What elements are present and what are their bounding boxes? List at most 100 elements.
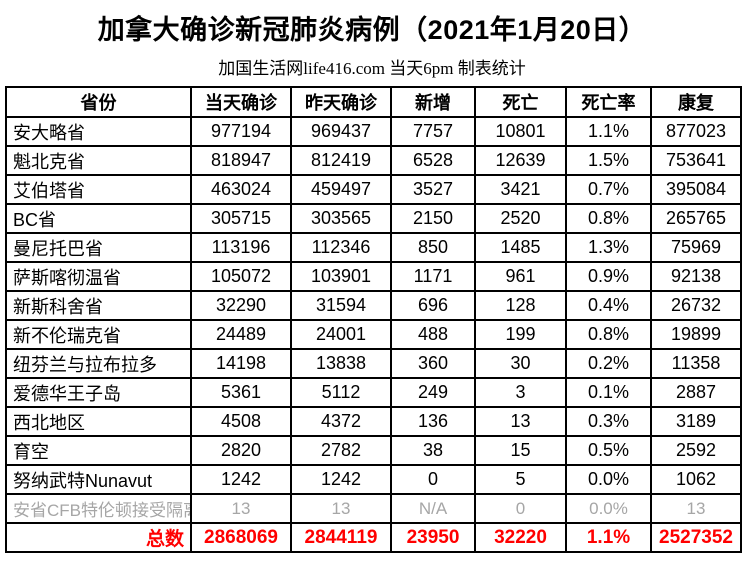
death-rate-cell: 0.9% (565, 261, 652, 292)
today-confirmed-cell: 2820 (190, 435, 292, 466)
death-rate-cell: 1.1% (565, 522, 652, 553)
today-confirmed-cell: 4508 (190, 406, 292, 437)
recovered-cell: 2887 (650, 377, 742, 408)
table-body: 安大略省 977194 969437 7757 10801 1.1% 877023 魁北克省 8… (5, 116, 742, 553)
death-rate-cell: 0.8% (565, 203, 652, 234)
new-cases-cell: 7757 (390, 116, 476, 147)
yesterday-confirmed-cell: 969437 (290, 116, 392, 147)
deaths-cell: 961 (474, 261, 567, 292)
death-rate-cell: 0.8% (565, 319, 652, 350)
today-confirmed-cell: 5361 (190, 377, 292, 408)
death-rate-cell: 1.3% (565, 232, 652, 263)
recovered-cell: 2527352 (650, 522, 742, 553)
yesterday-confirmed-cell: 1242 (290, 464, 392, 495)
recovered-cell: 13 (650, 493, 742, 524)
yesterday-confirmed-cell: 2782 (290, 435, 392, 466)
recovered-cell: 3189 (650, 406, 742, 437)
table-row: 新不伦瑞克省 24489 24001 488 199 0.8% 19899 (5, 319, 742, 350)
yesterday-confirmed-cell: 459497 (290, 174, 392, 205)
recovered-cell: 75969 (650, 232, 742, 263)
table-row: 爱德华王子岛 5361 5112 249 3 0.1% 2887 (5, 377, 742, 408)
death-rate-cell: 1.1% (565, 116, 652, 147)
province-cell: 纽芬兰与拉布拉多 (5, 348, 192, 379)
header-today-confirmed: 当天确诊 (190, 86, 292, 118)
death-rate-cell: 0.1% (565, 377, 652, 408)
new-cases-cell: 0 (390, 464, 476, 495)
yesterday-confirmed-cell: 812419 (290, 145, 392, 176)
today-confirmed-cell: 818947 (190, 145, 292, 176)
today-confirmed-cell: 14198 (190, 348, 292, 379)
new-cases-cell: 360 (390, 348, 476, 379)
deaths-cell: 1485 (474, 232, 567, 263)
quarantine-row: 安省CFB特伦顿接受隔离 13 13 N/A 0 0.0% 13 (5, 493, 742, 524)
today-confirmed-cell: 113196 (190, 232, 292, 263)
province-cell: 育空 (5, 435, 192, 466)
new-cases-cell: 850 (390, 232, 476, 263)
recovered-cell: 26732 (650, 290, 742, 321)
deaths-cell: 3 (474, 377, 567, 408)
deaths-cell: 10801 (474, 116, 567, 147)
page-title: 加拿大确诊新冠肺炎病例（2021年1月20日） (97, 15, 647, 45)
death-rate-cell: 0.2% (565, 348, 652, 379)
province-cell: 魁北克省 (5, 145, 192, 176)
yesterday-confirmed-cell: 2844119 (290, 522, 392, 553)
province-cell: 曼尼托巴省 (5, 232, 192, 263)
table-row: 西北地区 4508 4372 136 13 0.3% 3189 (5, 406, 742, 437)
province-cell: BC省 (5, 203, 192, 234)
today-confirmed-cell: 13 (190, 493, 292, 524)
today-confirmed-cell: 305715 (190, 203, 292, 234)
new-cases-cell: 249 (390, 377, 476, 408)
yesterday-confirmed-cell: 4372 (290, 406, 392, 437)
deaths-cell: 0 (474, 493, 567, 524)
new-cases-cell: 1171 (390, 261, 476, 292)
yesterday-confirmed-cell: 103901 (290, 261, 392, 292)
table-row: 育空 2820 2782 38 15 0.5% 2592 (5, 435, 742, 466)
death-rate-cell: 0.5% (565, 435, 652, 466)
yesterday-confirmed-cell: 13 (290, 493, 392, 524)
new-cases-cell: 696 (390, 290, 476, 321)
header-deaths: 死亡 (474, 86, 567, 118)
recovered-cell: 19899 (650, 319, 742, 350)
new-cases-cell: 6528 (390, 145, 476, 176)
recovered-cell: 877023 (650, 116, 742, 147)
today-confirmed-cell: 24489 (190, 319, 292, 350)
death-rate-cell: 0.0% (565, 464, 652, 495)
today-confirmed-cell: 2868069 (190, 522, 292, 553)
covid-stats-table: 省份 当天确诊 昨天确诊 新增 死亡 死亡率 康复 安大略省 977194 9694… (5, 86, 742, 553)
deaths-cell: 15 (474, 435, 567, 466)
province-cell: 爱德华王子岛 (5, 377, 192, 408)
death-rate-cell: 0.7% (565, 174, 652, 205)
table-row: 努纳武特Nunavut 1242 1242 0 5 0.0% 1062 (5, 464, 742, 495)
yesterday-confirmed-cell: 303565 (290, 203, 392, 234)
total-row: 总数 2868069 2844119 23950 32220 1.1% 2527352 (5, 522, 742, 553)
header-new-cases: 新增 (390, 86, 476, 118)
recovered-cell: 2592 (650, 435, 742, 466)
yesterday-confirmed-cell: 13838 (290, 348, 392, 379)
new-cases-cell: 38 (390, 435, 476, 466)
table-row: 艾伯塔省 463024 459497 3527 3421 0.7% 395084 (5, 174, 742, 205)
yesterday-confirmed-cell: 31594 (290, 290, 392, 321)
deaths-cell: 13 (474, 406, 567, 437)
province-cell: 艾伯塔省 (5, 174, 192, 205)
province-cell: 萨斯喀彻温省 (5, 261, 192, 292)
deaths-cell: 199 (474, 319, 567, 350)
recovered-cell: 1062 (650, 464, 742, 495)
deaths-cell: 5 (474, 464, 567, 495)
new-cases-cell: 2150 (390, 203, 476, 234)
province-cell: 安大略省 (5, 116, 192, 147)
today-confirmed-cell: 1242 (190, 464, 292, 495)
yesterday-confirmed-cell: 24001 (290, 319, 392, 350)
yesterday-confirmed-cell: 112346 (290, 232, 392, 263)
header-death-rate: 死亡率 (565, 86, 652, 118)
province-cell: 西北地区 (5, 406, 192, 437)
page-subtitle: 加国生活网life416.com 当天6pm 制表统计 (218, 59, 526, 78)
table-row: 魁北克省 818947 812419 6528 12639 1.5% 753641 (5, 145, 742, 176)
table-row: 新斯科舍省 32290 31594 696 128 0.4% 26732 (5, 290, 742, 321)
death-rate-cell: 1.5% (565, 145, 652, 176)
recovered-cell: 11358 (650, 348, 742, 379)
recovered-cell: 753641 (650, 145, 742, 176)
province-cell: 安省CFB特伦顿接受隔离 (5, 493, 192, 524)
deaths-cell: 2520 (474, 203, 567, 234)
deaths-cell: 128 (474, 290, 567, 321)
